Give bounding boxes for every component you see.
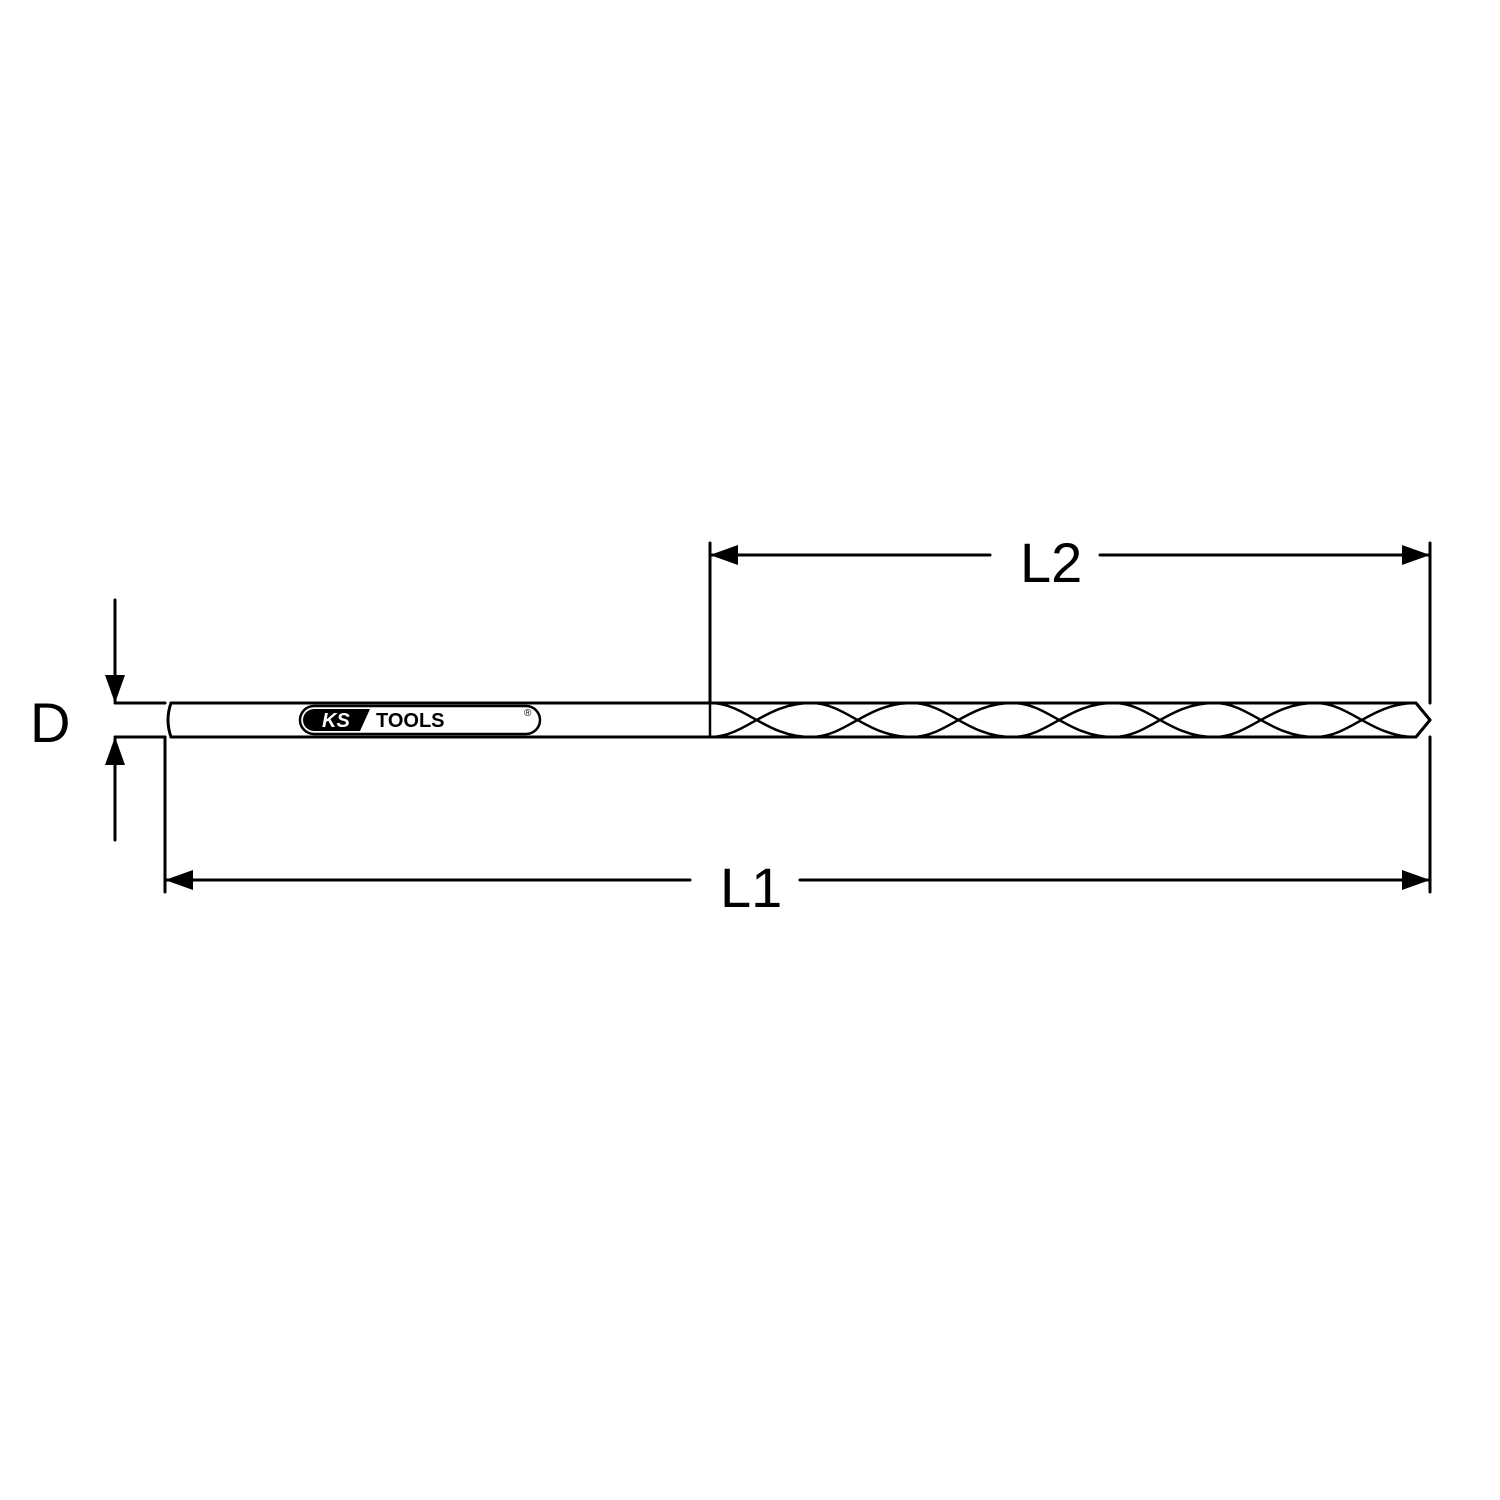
label-L2: L2 <box>1020 530 1082 595</box>
svg-text:KS: KS <box>322 710 350 732</box>
technical-diagram: { "diagram": { "type": "technical-dimens… <box>0 0 1500 1500</box>
diagram-svg: KS TOOLS ® <box>0 0 1500 1500</box>
svg-text:TOOLS: TOOLS <box>376 710 445 732</box>
label-L1: L1 <box>720 855 782 920</box>
label-D: D <box>30 690 70 755</box>
svg-text:®: ® <box>524 708 532 719</box>
